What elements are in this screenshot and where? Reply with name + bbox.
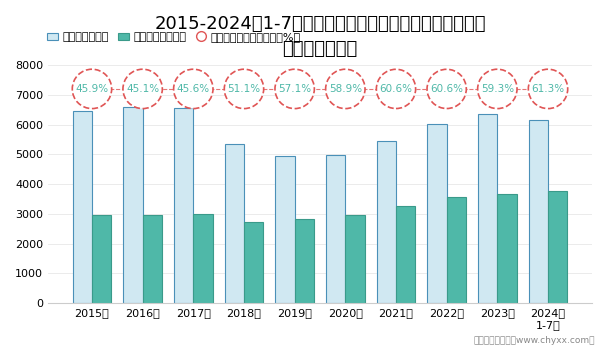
Bar xyxy=(447,197,466,303)
Bar xyxy=(225,144,244,303)
Bar xyxy=(143,215,162,303)
Bar xyxy=(294,219,314,303)
Text: 45.1%: 45.1% xyxy=(126,84,159,94)
Bar xyxy=(478,114,497,303)
Bar xyxy=(548,191,568,303)
Text: 58.9%: 58.9% xyxy=(329,84,362,94)
Bar xyxy=(427,124,447,303)
Text: 45.9%: 45.9% xyxy=(75,84,109,94)
Bar xyxy=(326,155,345,303)
Title: 2015-2024年1-7月木材加工和木、竹、藤、棕、草制品业
企业资产统计图: 2015-2024年1-7月木材加工和木、竹、藤、棕、草制品业 企业资产统计图 xyxy=(154,15,486,58)
Bar xyxy=(377,141,396,303)
Legend: 总资产（亿元）, 流动资产（亿元）, 流动资产占总资产比率（%）: 总资产（亿元）, 流动资产（亿元）, 流动资产占总资产比率（%） xyxy=(42,28,305,47)
Bar xyxy=(123,107,143,303)
Text: 57.1%: 57.1% xyxy=(278,84,311,94)
Bar xyxy=(92,215,111,303)
Bar xyxy=(497,193,517,303)
Bar xyxy=(396,206,415,303)
Bar xyxy=(529,120,548,303)
Bar xyxy=(276,156,294,303)
Text: 51.1%: 51.1% xyxy=(228,84,260,94)
Text: 45.6%: 45.6% xyxy=(177,84,210,94)
Text: 60.6%: 60.6% xyxy=(430,84,463,94)
Bar xyxy=(345,215,365,303)
Bar xyxy=(193,214,212,303)
Text: 制图：智研咋询（www.chyxx.com）: 制图：智研咋询（www.chyxx.com） xyxy=(473,335,595,345)
Text: 60.6%: 60.6% xyxy=(379,84,413,94)
Bar xyxy=(174,108,193,303)
Bar xyxy=(73,111,92,303)
Text: 61.3%: 61.3% xyxy=(532,84,565,94)
Text: 59.3%: 59.3% xyxy=(481,84,514,94)
Bar xyxy=(244,222,263,303)
